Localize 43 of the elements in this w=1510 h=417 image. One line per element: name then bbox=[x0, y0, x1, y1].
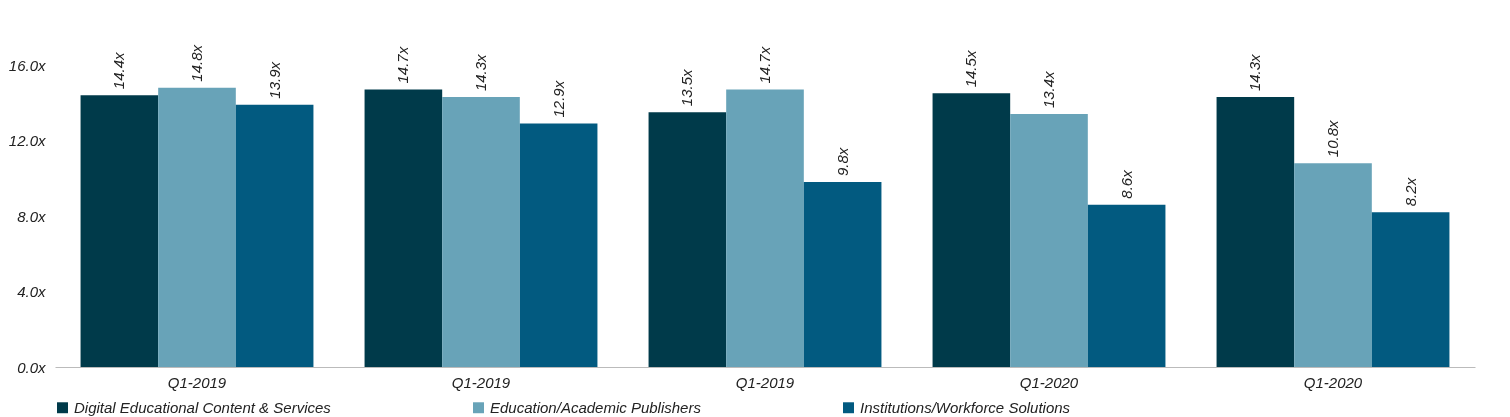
bar bbox=[1087, 204, 1166, 367]
bar bbox=[648, 112, 727, 367]
data-label: 8.2x bbox=[1401, 177, 1419, 207]
bar bbox=[158, 87, 236, 367]
data-label: 14.7x bbox=[394, 46, 412, 84]
bar bbox=[1371, 212, 1450, 367]
bar bbox=[932, 93, 1011, 367]
data-label: 13.4x bbox=[1040, 70, 1057, 109]
bar bbox=[235, 104, 314, 367]
bar bbox=[803, 182, 882, 367]
data-label: 9.8x bbox=[833, 147, 851, 177]
bar bbox=[1216, 97, 1295, 367]
x-tick-label: Q1-2020 bbox=[1019, 373, 1079, 391]
bar bbox=[1294, 163, 1372, 367]
x-tick-label: Q1-2019 bbox=[735, 373, 795, 391]
data-label: 14.7x bbox=[756, 46, 773, 84]
y-tick-label: 8.0x bbox=[17, 207, 46, 225]
data-label: 10.8x bbox=[1324, 119, 1341, 158]
legend-label: Institutions/Workforce Solutions bbox=[860, 398, 1071, 416]
data-label: 13.5x bbox=[678, 68, 696, 107]
data-label: 8.6x bbox=[1117, 169, 1135, 199]
data-label: 14.5x bbox=[962, 50, 980, 88]
bar bbox=[364, 89, 443, 367]
x-tick-label: Q1-2019 bbox=[451, 373, 511, 391]
x-tick-label: Q1-2020 bbox=[1303, 373, 1363, 391]
legend-label: Digital Educational Content & Services bbox=[74, 398, 332, 416]
y-tick-label: 16.0x bbox=[8, 56, 46, 74]
y-tick-label: 0.0x bbox=[17, 358, 46, 376]
y-tick-label: 4.0x bbox=[17, 283, 46, 300]
y-tick-label: 12.0x bbox=[8, 132, 46, 149]
data-label: 14.4x bbox=[110, 52, 128, 90]
legend-label: Education/Academic Publishers bbox=[490, 398, 702, 416]
data-label: 12.9x bbox=[549, 80, 567, 118]
bar bbox=[80, 95, 159, 367]
bar bbox=[442, 97, 520, 367]
data-label: 14.8x bbox=[188, 44, 205, 82]
bar bbox=[1010, 114, 1088, 367]
bar bbox=[726, 89, 804, 367]
bar bbox=[519, 123, 598, 367]
x-tick-label: Q1-2019 bbox=[167, 373, 227, 391]
data-label: 13.9x bbox=[265, 61, 283, 99]
data-label: 14.3x bbox=[472, 53, 489, 92]
data-label: 14.3x bbox=[1246, 53, 1264, 92]
